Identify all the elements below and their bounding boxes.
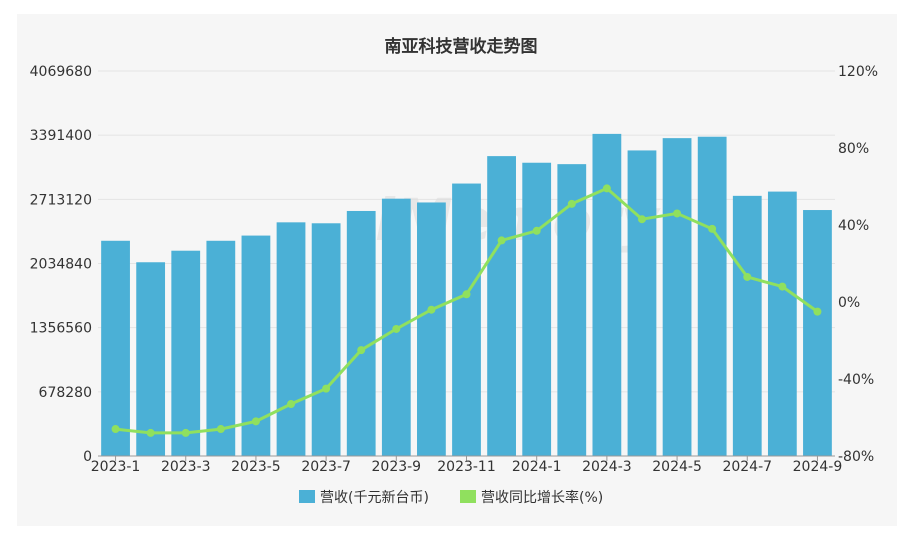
x-tick-label: 2023-1 [91,459,141,475]
legend-swatch-revenue [299,490,315,503]
chart-title: 南亚科技营收走势图 [385,36,538,57]
y-left-tick-label: 3391400 [30,128,92,144]
growth-line [111,184,822,437]
y-left-tick-label: 1356560 [30,321,92,337]
growth-point[interactable] [146,428,155,437]
y-right-tick-label: 80% [838,141,869,157]
y-left-tick-label: 0 [83,449,92,465]
growth-point[interactable] [357,346,366,355]
revenue-bar[interactable] [136,262,166,456]
growth-point[interactable] [392,324,401,333]
revenue-bar[interactable] [767,191,797,456]
x-tick-label: 2023-11 [437,459,496,475]
growth-point[interactable] [111,425,120,434]
revenue-bar[interactable] [206,240,236,456]
x-tick-label: 2024-3 [582,459,632,475]
growth-point[interactable] [462,290,471,299]
revenue-bar[interactable] [452,183,481,456]
revenue-bars [101,133,832,457]
y-right-tick-label: -40% [838,372,874,388]
growth-point[interactable] [251,417,260,426]
revenue-bar[interactable] [627,150,657,457]
y-right-tick-label: -80% [838,449,874,465]
growth-point[interactable] [181,428,190,437]
y-left-tick-label: 678280 [39,385,92,401]
y-left-tick-label: 4069680 [30,64,92,80]
growth-point[interactable] [602,184,611,193]
revenue-bar[interactable] [592,133,622,457]
growth-point[interactable] [743,272,752,281]
growth-point[interactable] [427,305,436,314]
growth-point[interactable] [813,307,822,316]
x-tick-label: 2023-7 [301,459,351,475]
x-axis-ticks: 2023-1 2023-3 2023-5 2023-7 2023-9 2023-11 202… [91,456,842,475]
revenue-bar[interactable] [311,223,341,456]
y-axis-left-ticks: 0 678280 1356560 2034840 2713120 3391400 40696… [30,64,92,465]
growth-point[interactable] [673,209,682,218]
revenue-bar[interactable] [697,136,727,456]
growth-point[interactable] [497,236,506,245]
y-right-tick-label: 120% [838,64,878,80]
x-tick-label: 2024-1 [512,459,562,475]
x-tick-label: 2024-9 [793,459,843,475]
y-left-tick-label: 2713120 [30,192,92,208]
x-tick-label: 2023-3 [161,459,211,475]
growth-point[interactable] [322,384,331,393]
legend-item-growth[interactable]: 营收同比增长率(%) [460,489,603,506]
revenue-bar[interactable] [557,164,587,457]
revenue-bar[interactable] [732,195,762,456]
legend-swatch-growth [460,490,476,503]
legend: 营收(千元新台币) 营收同比增长率(%) [299,489,603,506]
revenue-bar[interactable] [276,222,306,456]
revenue-bar[interactable] [522,162,552,456]
revenue-bar[interactable] [417,202,446,456]
x-tick-label: 2024-5 [652,459,702,475]
y-axis-right-ticks: -80% -40% 0% 40% 80% 120% [838,64,878,465]
growth-point[interactable] [778,282,787,291]
x-tick-label: 2023-5 [231,459,281,475]
growth-point[interactable] [532,226,541,235]
y-right-tick-label: 40% [838,218,869,234]
revenue-bar[interactable] [487,156,516,456]
growth-point[interactable] [567,199,576,208]
y-right-tick-label: 0% [838,295,860,311]
legend-label-revenue: 营收(千元新台币) [320,490,429,506]
legend-label-growth: 营收同比增长率(%) [481,489,603,506]
growth-point[interactable] [637,215,646,224]
y-left-tick-label: 2034840 [30,257,92,273]
growth-point[interactable] [216,425,225,434]
revenue-bar[interactable] [101,240,130,456]
growth-point[interactable] [287,400,296,409]
legend-item-revenue[interactable]: 营收(千元新台币) [299,490,429,506]
x-tick-label: 2023-9 [372,459,422,475]
revenue-bar[interactable] [346,210,376,456]
revenue-bar[interactable] [171,250,201,456]
x-tick-label: 2024-7 [722,459,772,475]
revenue-bar[interactable] [662,138,692,456]
revenue-bar[interactable] [803,210,832,456]
growth-point[interactable] [708,224,717,233]
